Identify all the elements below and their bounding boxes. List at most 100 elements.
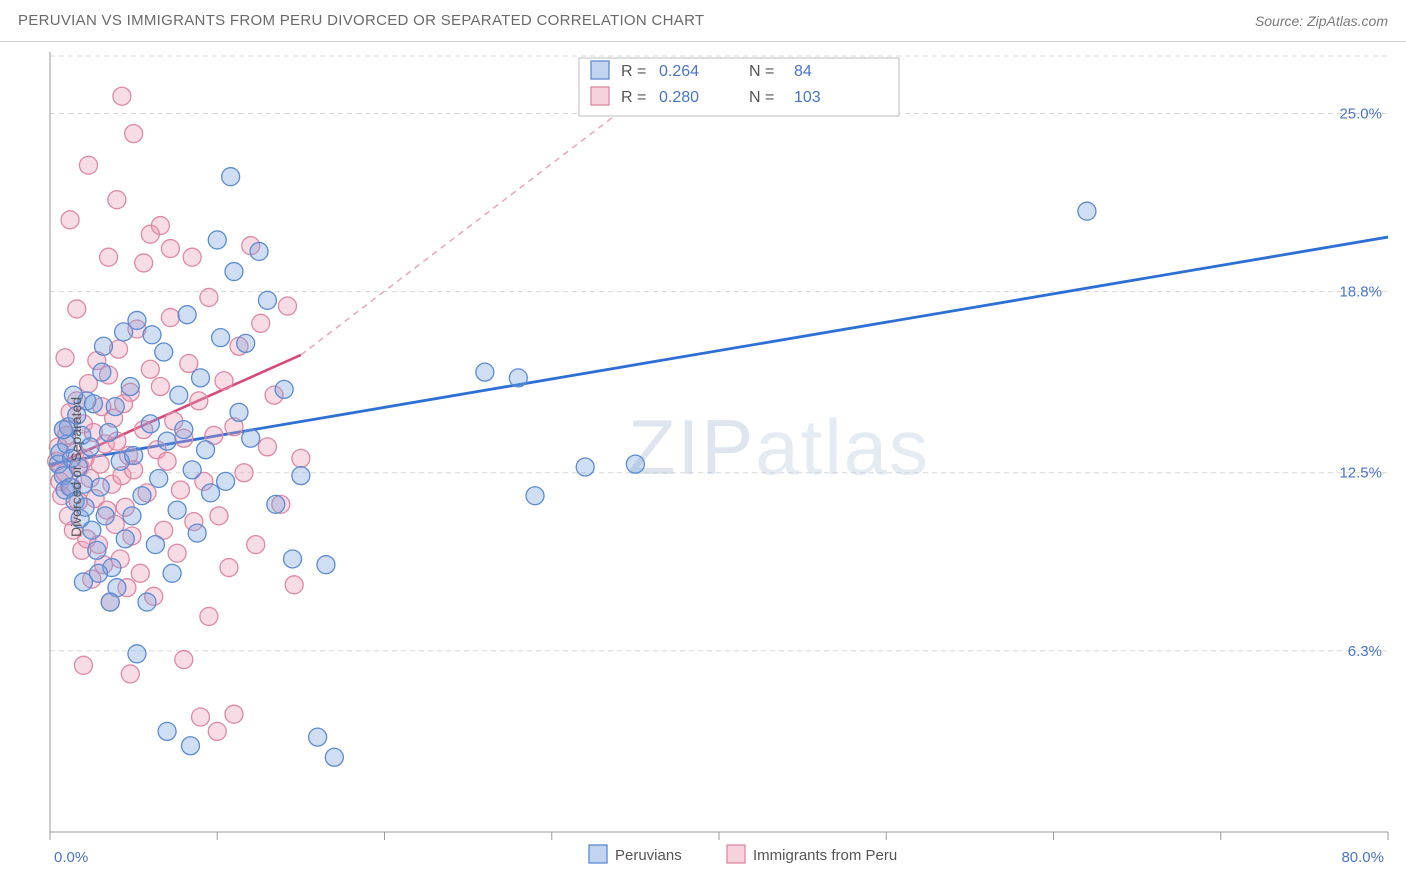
scatter-point bbox=[183, 248, 201, 266]
scatter-point bbox=[113, 87, 131, 105]
scatter-point bbox=[222, 168, 240, 186]
scatter-point bbox=[230, 403, 248, 421]
plot-area: Divorced or Separated ZIPatlas0.0%80.0%6… bbox=[0, 42, 1406, 892]
legend-series-label: Immigrants from Peru bbox=[753, 847, 897, 864]
scatter-point bbox=[125, 125, 143, 143]
legend-swatch bbox=[591, 61, 609, 79]
legend-r-value: 0.264 bbox=[659, 63, 699, 80]
scatter-point bbox=[115, 323, 133, 341]
scatter-point bbox=[200, 288, 218, 306]
scatter-point bbox=[150, 469, 168, 487]
x-tick-label: 0.0% bbox=[54, 849, 88, 866]
legend-n-value: 103 bbox=[794, 89, 821, 106]
scatter-point bbox=[210, 507, 228, 525]
scatter-point bbox=[158, 452, 176, 470]
scatter-point bbox=[258, 291, 276, 309]
scatter-point bbox=[476, 363, 494, 381]
scatter-point bbox=[188, 524, 206, 542]
scatter-point bbox=[88, 541, 106, 559]
scatter-point bbox=[116, 530, 134, 548]
scatter-point bbox=[123, 507, 141, 525]
scatter-point bbox=[292, 449, 310, 467]
scatter-point bbox=[215, 372, 233, 390]
scatter-point bbox=[258, 438, 276, 456]
scatter-point bbox=[158, 722, 176, 740]
scatter-point bbox=[250, 242, 268, 260]
scatter-point bbox=[317, 556, 335, 574]
scatter-point bbox=[163, 564, 181, 582]
scatter-point bbox=[225, 705, 243, 723]
scatter-point bbox=[242, 429, 260, 447]
scatter-point bbox=[509, 369, 527, 387]
scatter-point bbox=[93, 363, 111, 381]
watermark: ZIPatlas bbox=[628, 403, 930, 491]
scatter-point bbox=[151, 378, 169, 396]
scatter-point bbox=[237, 334, 255, 352]
legend-series-label: Peruvians bbox=[615, 847, 682, 864]
scatter-point bbox=[56, 349, 74, 367]
scatter-point bbox=[309, 728, 327, 746]
scatter-point bbox=[121, 665, 139, 683]
source-prefix: Source: bbox=[1255, 13, 1307, 29]
scatter-point bbox=[202, 484, 220, 502]
y-tick-label: 12.5% bbox=[1339, 465, 1382, 482]
scatter-point bbox=[200, 607, 218, 625]
scatter-point bbox=[128, 645, 146, 663]
scatter-point bbox=[90, 564, 108, 582]
x-tick-label: 80.0% bbox=[1341, 849, 1384, 866]
y-tick-label: 25.0% bbox=[1339, 105, 1382, 122]
legend-swatch bbox=[727, 845, 745, 863]
legend-swatch bbox=[591, 87, 609, 105]
scatter-point bbox=[171, 481, 189, 499]
scatter-point bbox=[79, 156, 97, 174]
scatter-point bbox=[180, 355, 198, 373]
scatter-point bbox=[217, 472, 235, 490]
scatter-point bbox=[161, 240, 179, 258]
scatter-point bbox=[96, 507, 114, 525]
scatter-point bbox=[168, 501, 186, 519]
scatter-point bbox=[146, 536, 164, 554]
scatter-point bbox=[151, 217, 169, 235]
scatter-point bbox=[168, 544, 186, 562]
scatter-point bbox=[100, 424, 118, 442]
scatter-point bbox=[275, 380, 293, 398]
scatter-point bbox=[325, 748, 343, 766]
scatter-point bbox=[74, 656, 92, 674]
scatter-point bbox=[626, 455, 644, 473]
scatter-point bbox=[155, 343, 173, 361]
scatter-point bbox=[141, 415, 159, 433]
scatter-point bbox=[285, 576, 303, 594]
legend-swatch bbox=[589, 845, 607, 863]
scatter-point bbox=[190, 392, 208, 410]
scatter-point bbox=[84, 395, 102, 413]
scatter-point bbox=[68, 300, 86, 318]
legend-r-label: R = bbox=[621, 89, 646, 106]
scatter-point bbox=[197, 441, 215, 459]
scatter-point bbox=[95, 337, 113, 355]
scatter-point bbox=[83, 521, 101, 539]
scatter-point bbox=[170, 386, 188, 404]
scatter-point bbox=[192, 708, 210, 726]
scatter-point bbox=[192, 369, 210, 387]
scatter-point bbox=[131, 564, 149, 582]
legend-n-label: N = bbox=[749, 63, 774, 80]
scatter-point bbox=[135, 254, 153, 272]
y-tick-label: 18.8% bbox=[1339, 284, 1382, 301]
legend-r-value: 0.280 bbox=[659, 89, 699, 106]
scatter-point bbox=[267, 495, 285, 513]
scatter-point bbox=[178, 306, 196, 324]
scatter-point bbox=[247, 536, 265, 554]
scatter-point bbox=[576, 458, 594, 476]
scatter-point bbox=[208, 722, 226, 740]
scatter-point bbox=[212, 329, 230, 347]
scatter-point bbox=[161, 309, 179, 327]
scatter-point bbox=[91, 478, 109, 496]
y-axis-label: Divorced or Separated bbox=[68, 397, 84, 537]
scatter-point bbox=[208, 231, 226, 249]
scatter-point bbox=[133, 487, 151, 505]
scatter-point bbox=[175, 421, 193, 439]
scatter-point bbox=[91, 455, 109, 473]
scatter-point bbox=[284, 550, 302, 568]
scatter-point bbox=[158, 432, 176, 450]
legend-n-value: 84 bbox=[794, 63, 812, 80]
